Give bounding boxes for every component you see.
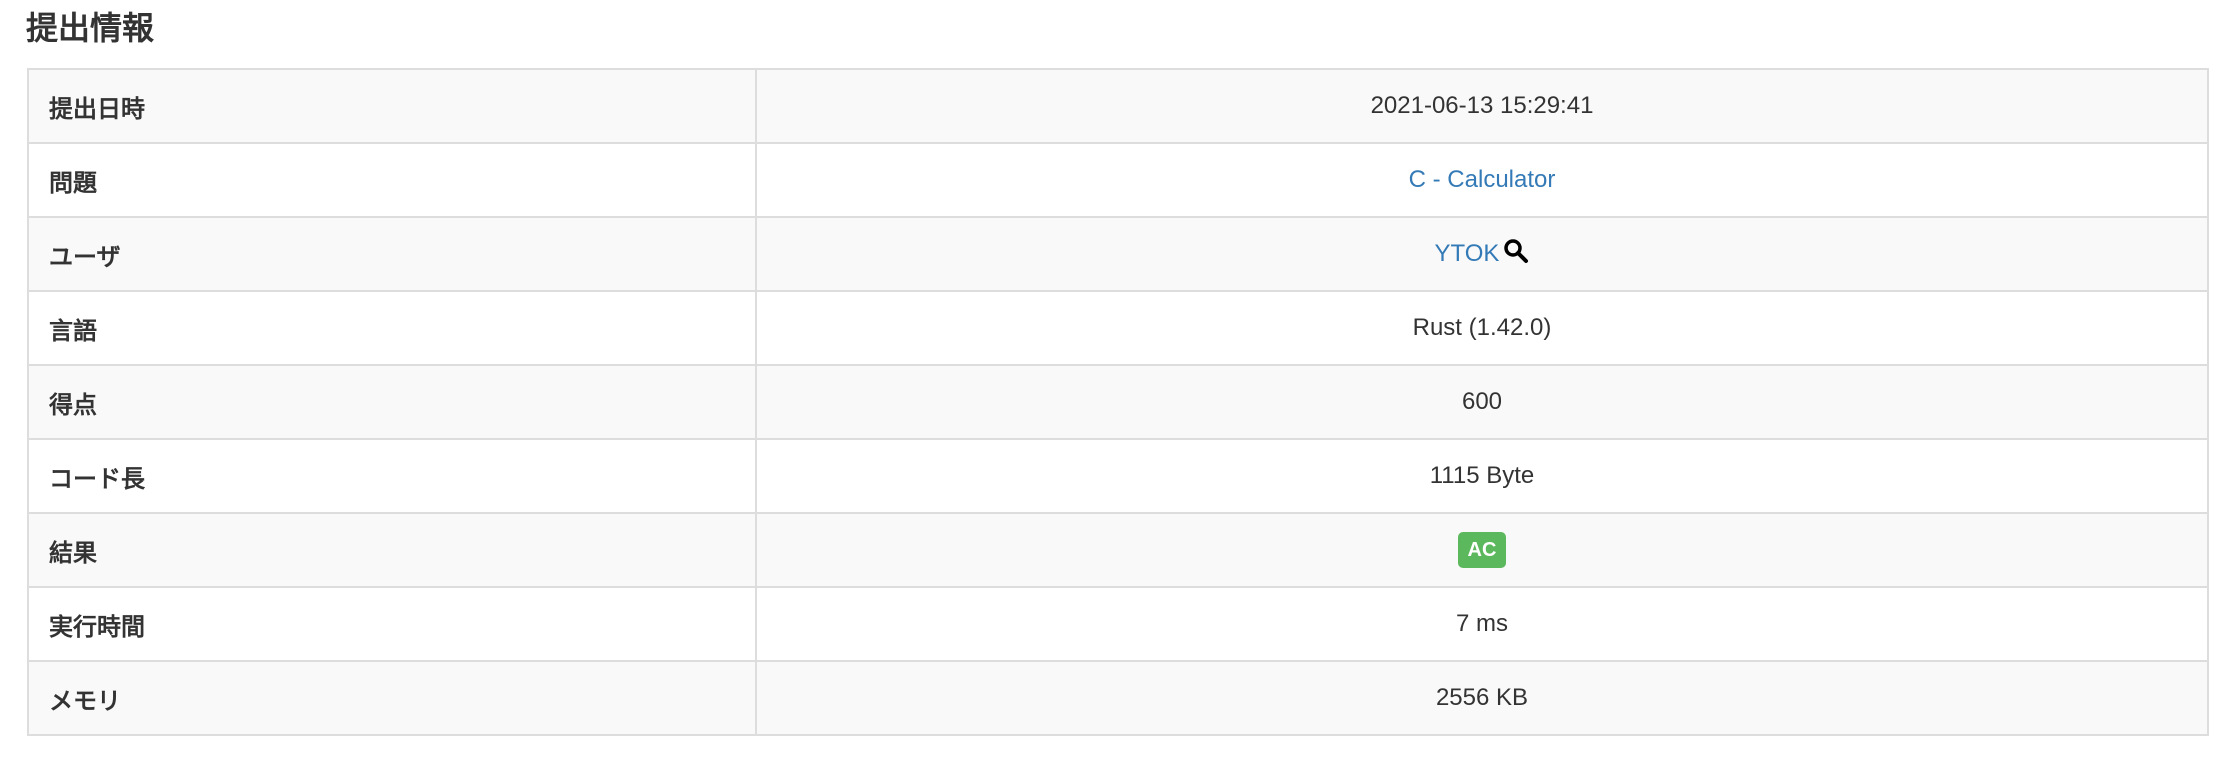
- row-label: ユーザ: [27, 216, 757, 292]
- user-link[interactable]: YTOK: [1434, 239, 1500, 267]
- row-label: 得点: [27, 364, 757, 440]
- table-row: 実行時間 7 ms: [27, 586, 2209, 662]
- status-badge: AC: [1457, 532, 1507, 568]
- row-label: コード長: [27, 438, 757, 514]
- section-title: 提出情報: [26, 10, 155, 46]
- submission-time: 2021-06-13 15:29:41: [755, 68, 2209, 144]
- submission-info-table: 提出日時 2021-06-13 15:29:41 問題 C - Calculator…: [27, 68, 2209, 736]
- table-row: 結果 AC: [27, 512, 2209, 588]
- search-icon[interactable]: [1503, 238, 1529, 271]
- table-row: 提出日時 2021-06-13 15:29:41: [27, 68, 2209, 144]
- row-label: 結果: [27, 512, 757, 588]
- table-row: 得点 600: [27, 364, 2209, 440]
- problem-link[interactable]: C - Calculator: [1408, 166, 1556, 193]
- row-label: 問題: [27, 142, 757, 218]
- row-label: 提出日時: [27, 68, 757, 144]
- score: 600: [755, 364, 2209, 440]
- code-length: 1115 Byte: [755, 438, 2209, 514]
- table-row: 問題 C - Calculator: [27, 142, 2209, 218]
- table-row: メモリ 2556 KB: [27, 660, 2209, 736]
- row-label: 言語: [27, 290, 757, 366]
- table-row: ユーザ YTOK: [27, 216, 2209, 292]
- table-row: コード長 1115 Byte: [27, 438, 2209, 514]
- language: Rust (1.42.0): [755, 290, 2209, 366]
- table-row: 言語 Rust (1.42.0): [27, 290, 2209, 366]
- row-label: メモリ: [27, 660, 757, 736]
- memory: 2556 KB: [755, 660, 2209, 736]
- row-label: 実行時間: [27, 586, 757, 662]
- exec-time: 7 ms: [755, 586, 2209, 662]
